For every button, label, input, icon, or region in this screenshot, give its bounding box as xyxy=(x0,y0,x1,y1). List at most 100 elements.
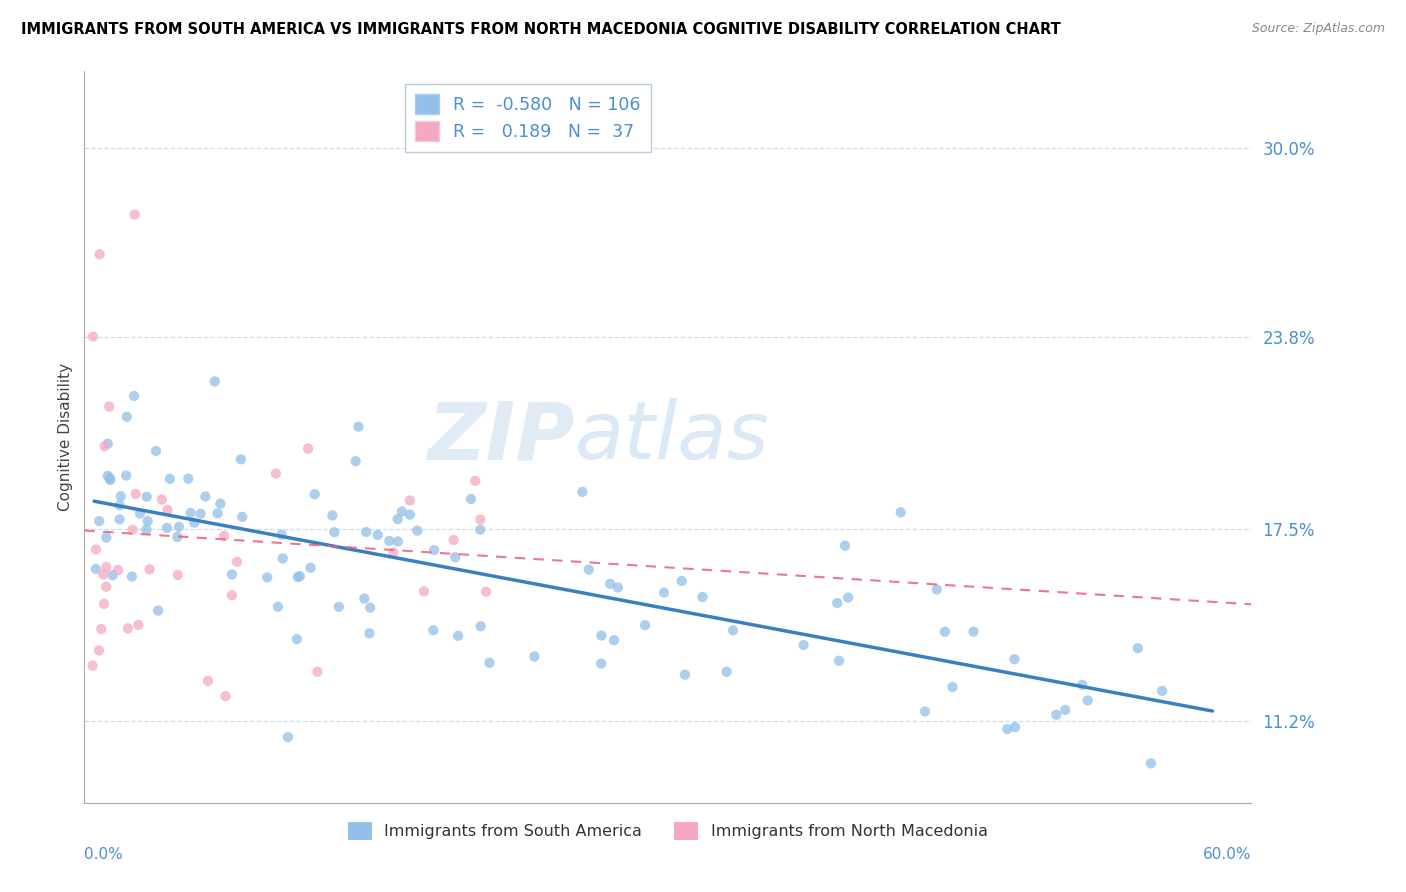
Point xyxy=(82,658,104,673)
Point xyxy=(391,504,413,518)
Point xyxy=(96,580,118,594)
Point xyxy=(606,581,628,595)
Point xyxy=(591,629,613,643)
Point xyxy=(299,561,322,575)
Point xyxy=(108,498,131,512)
Point xyxy=(470,512,492,526)
Point xyxy=(962,624,984,639)
Point xyxy=(146,604,169,618)
Point xyxy=(344,454,367,468)
Point xyxy=(1077,693,1099,707)
Point xyxy=(93,439,115,453)
Point xyxy=(406,524,429,538)
Point xyxy=(107,563,129,577)
Text: IMMIGRANTS FROM SOUTH AMERICA VS IMMIGRANTS FROM NORTH MACEDONIA COGNITIVE DISAB: IMMIGRANTS FROM SOUTH AMERICA VS IMMIGRA… xyxy=(21,22,1062,37)
Point xyxy=(652,585,675,599)
Point xyxy=(209,497,232,511)
Point xyxy=(97,436,120,450)
Point xyxy=(90,622,112,636)
Point xyxy=(156,503,179,517)
Point xyxy=(214,689,236,703)
Point xyxy=(328,599,350,614)
Text: atlas: atlas xyxy=(575,398,769,476)
Point xyxy=(96,560,118,574)
Point xyxy=(231,509,253,524)
Point xyxy=(387,534,409,549)
Point xyxy=(671,574,693,588)
Point xyxy=(136,514,159,528)
Point xyxy=(221,567,243,582)
Point xyxy=(271,551,294,566)
Point xyxy=(108,512,131,526)
Point xyxy=(571,484,593,499)
Point xyxy=(382,545,405,559)
Point xyxy=(270,527,292,541)
Point xyxy=(84,542,107,557)
Point xyxy=(183,516,205,530)
Point xyxy=(135,523,157,537)
Point xyxy=(941,680,963,694)
Point xyxy=(267,599,290,614)
Point xyxy=(82,329,104,343)
Point xyxy=(145,444,167,458)
Point xyxy=(288,569,311,583)
Point xyxy=(121,569,143,583)
Point xyxy=(304,487,326,501)
Point xyxy=(721,624,744,638)
Point xyxy=(129,507,152,521)
Point xyxy=(387,512,409,526)
Point xyxy=(673,667,696,681)
Point xyxy=(166,530,188,544)
Point xyxy=(321,508,343,523)
Point xyxy=(97,468,120,483)
Point xyxy=(138,562,160,576)
Point xyxy=(934,624,956,639)
Point xyxy=(834,539,856,553)
Point xyxy=(716,665,738,679)
Point xyxy=(443,533,465,547)
Point xyxy=(98,400,121,414)
Point xyxy=(212,529,235,543)
Point xyxy=(101,568,124,582)
Point xyxy=(207,506,229,520)
Point xyxy=(423,543,446,558)
Point xyxy=(180,506,202,520)
Point xyxy=(110,489,132,503)
Point xyxy=(190,507,212,521)
Point xyxy=(444,550,467,565)
Point xyxy=(470,619,492,633)
Point xyxy=(359,600,381,615)
Text: 0.0%: 0.0% xyxy=(84,847,124,862)
Point xyxy=(89,514,111,528)
Point xyxy=(287,570,309,584)
Point xyxy=(166,568,188,582)
Point xyxy=(399,493,422,508)
Point xyxy=(1004,720,1026,734)
Point xyxy=(1140,756,1163,771)
Point xyxy=(124,487,146,501)
Point xyxy=(93,597,115,611)
Point xyxy=(1071,678,1094,692)
Point xyxy=(367,528,389,542)
Point xyxy=(127,618,149,632)
Point xyxy=(1004,652,1026,666)
Point xyxy=(359,626,381,640)
Point xyxy=(84,562,107,576)
Point xyxy=(323,525,346,540)
Point xyxy=(177,472,200,486)
Point xyxy=(122,389,145,403)
Point xyxy=(447,629,470,643)
Point xyxy=(828,654,851,668)
Point xyxy=(464,474,486,488)
Point xyxy=(115,409,138,424)
Point xyxy=(150,492,173,507)
Point xyxy=(378,533,401,548)
Point xyxy=(599,577,621,591)
Point xyxy=(117,622,139,636)
Point xyxy=(98,473,121,487)
Point xyxy=(422,624,444,638)
Point xyxy=(692,590,714,604)
Point xyxy=(523,649,546,664)
Point xyxy=(204,375,226,389)
Point xyxy=(634,618,657,632)
